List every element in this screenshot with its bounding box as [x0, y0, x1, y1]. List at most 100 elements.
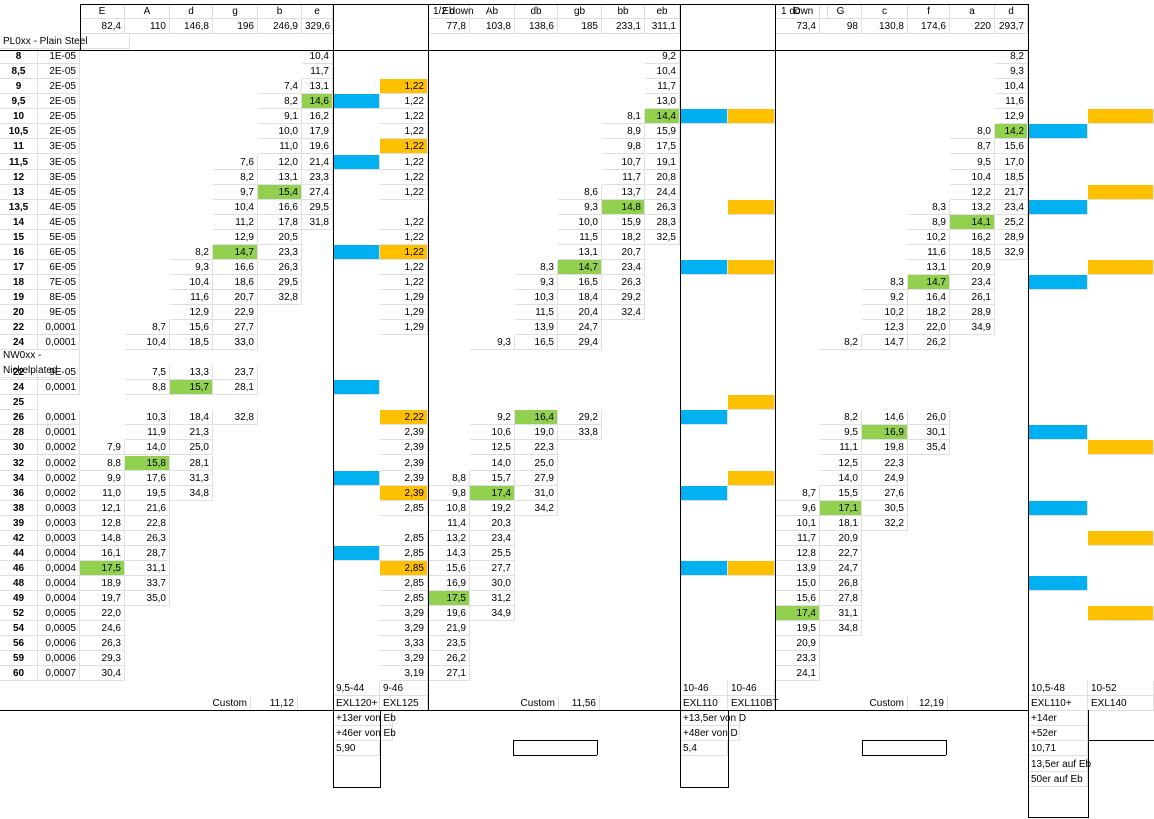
- cell-r39-c10[interactable]: 17,5: [428, 590, 470, 606]
- cell-r10-c22[interactable]: 9,5: [950, 154, 995, 170]
- cell-r36-c3[interactable]: 28,7: [125, 545, 170, 561]
- cell-r17-c16[interactable]: [680, 259, 728, 275]
- cell-r15-c6[interactable]: 20,5: [258, 229, 302, 245]
- cell-r30-c1[interactable]: 0,0002: [38, 455, 80, 471]
- cell-r28-c12[interactable]: 19,0: [515, 425, 558, 441]
- cell-r9-c22[interactable]: 8,7: [950, 139, 995, 155]
- cell-r5-c6[interactable]: 7,4: [258, 79, 302, 95]
- cell-r37-c18[interactable]: 13,9: [775, 560, 820, 576]
- cell-r23-c0[interactable]: NW0xx - Nickelplated: [0, 348, 80, 379]
- cell-r9-c23[interactable]: 15,6: [995, 139, 1028, 155]
- cell-r19-c14[interactable]: 29,2: [602, 289, 645, 305]
- cell-r18-c9[interactable]: 1,22: [380, 274, 428, 290]
- cell-r41-c19[interactable]: 34,8: [820, 621, 862, 637]
- cell-r43-c18[interactable]: 23,3: [775, 651, 820, 667]
- cell-r44-c9[interactable]: 3,19: [380, 666, 428, 682]
- cell-r17-c13[interactable]: 14,7: [558, 259, 602, 275]
- cell-r13-c17[interactable]: [728, 199, 775, 215]
- cell-r0-c2[interactable]: E: [80, 4, 125, 19]
- cell-r39-c18[interactable]: 15,6: [775, 590, 820, 606]
- cell-r12-c23[interactable]: 21,7: [995, 184, 1028, 200]
- cell-r16-c22[interactable]: 18,5: [950, 244, 995, 260]
- cell-r10-c7[interactable]: 21,4: [302, 154, 333, 170]
- cell-r7-c15[interactable]: 14,4: [645, 109, 680, 125]
- cell-r38-c1[interactable]: 0,0004: [38, 575, 80, 591]
- cell-r38-c11[interactable]: 30,0: [470, 575, 515, 591]
- cell-r20-c9[interactable]: 1,29: [380, 305, 428, 320]
- cell-r10-c0[interactable]: 11,5: [0, 154, 38, 170]
- cell-r27-c11[interactable]: 9,2: [470, 410, 515, 426]
- cell-r28-c20[interactable]: 16,9: [862, 425, 908, 441]
- cell-r31-c11[interactable]: 15,7: [470, 470, 515, 486]
- cell-r1-c19[interactable]: 98: [820, 19, 862, 35]
- cell-r39-c2[interactable]: 19,7: [80, 590, 125, 606]
- cell-r22-c4[interactable]: 18,5: [170, 335, 213, 351]
- cell-r33-c18[interactable]: 9,6: [775, 500, 820, 516]
- cell-r36-c10[interactable]: 14,3: [428, 545, 470, 561]
- cell-r12-c22[interactable]: 12,2: [950, 184, 995, 200]
- cell-r40-c25[interactable]: [1088, 606, 1154, 621]
- cell-r37-c2[interactable]: 17,5: [80, 560, 125, 576]
- cell-r20-c1[interactable]: 9E-05: [38, 305, 80, 320]
- cell-r36-c11[interactable]: 25,5: [470, 545, 515, 561]
- cell-r21-c4[interactable]: 15,6: [170, 320, 213, 336]
- cell-r3-c15[interactable]: 9,2: [645, 49, 680, 65]
- cell-r1-c2[interactable]: 82,4: [80, 19, 125, 35]
- cell-r24-c5[interactable]: 23,7: [213, 365, 258, 381]
- cell-r30-c19[interactable]: 12,5: [820, 455, 862, 471]
- cell-r36-c9[interactable]: 2,85: [380, 545, 428, 561]
- cell-r12-c15[interactable]: 24,4: [645, 184, 680, 200]
- cell-r1-c7[interactable]: 329,6: [302, 19, 333, 35]
- cell-r17-c6[interactable]: 26,3: [258, 259, 302, 275]
- cell-r15-c23[interactable]: 28,9: [995, 229, 1028, 245]
- cell-r37-c3[interactable]: 31,1: [125, 560, 170, 576]
- cell-r0-c7[interactable]: e: [302, 4, 333, 19]
- cell-r36-c0[interactable]: 44: [0, 545, 38, 561]
- cell-r7-c16[interactable]: [680, 109, 728, 125]
- cell-r1-c15[interactable]: 311,1: [645, 19, 680, 35]
- cell-r8-c24[interactable]: [1028, 124, 1088, 140]
- cell-r10-c14[interactable]: 10,7: [602, 154, 645, 170]
- cell-r32-c20[interactable]: 27,6: [862, 485, 908, 501]
- cell-r1-c18[interactable]: 73,4: [775, 19, 820, 35]
- cell-r32-c16[interactable]: [680, 485, 728, 501]
- cell-r5-c0[interactable]: 9: [0, 79, 38, 95]
- cell-r35-c2[interactable]: 14,8: [80, 530, 125, 546]
- cell-r47-c16[interactable]: +13,5er von D: [680, 711, 746, 727]
- cell-r32-c18[interactable]: 8,7: [775, 485, 820, 501]
- cell-r27-c16[interactable]: [680, 410, 728, 426]
- cell-r16-c0[interactable]: 16: [0, 244, 38, 260]
- cell-r1-c13[interactable]: 185: [558, 19, 602, 35]
- cell-r30-c20[interactable]: 22,3: [862, 455, 908, 471]
- cell-r7-c14[interactable]: 8,1: [602, 109, 645, 125]
- cell-r5-c9[interactable]: 1,22: [380, 79, 428, 95]
- cell-r6-c1[interactable]: 2E-05: [38, 94, 80, 110]
- cell-r39-c1[interactable]: 0,0004: [38, 590, 80, 606]
- cell-r27-c12[interactable]: 16,4: [515, 410, 558, 426]
- cell-r49-c24[interactable]: 10,71: [1028, 741, 1088, 757]
- cell-r10-c6[interactable]: 12,0: [258, 154, 302, 170]
- cell-r29-c1[interactable]: 0,0002: [38, 440, 80, 456]
- cell-r1-c12[interactable]: 138,6: [515, 19, 558, 35]
- cell-r49-c8[interactable]: 5,90: [333, 741, 380, 757]
- cell-r13-c15[interactable]: 26,3: [645, 199, 680, 215]
- cell-r15-c9[interactable]: 1,22: [380, 229, 428, 245]
- cell-r0-c22[interactable]: a: [950, 4, 995, 19]
- cell-r26-c0[interactable]: 25: [0, 395, 38, 411]
- cell-r25-c4[interactable]: 15,7: [170, 380, 213, 396]
- cell-r30-c11[interactable]: 14,0: [470, 455, 515, 471]
- cell-r18-c0[interactable]: 18: [0, 274, 38, 290]
- cell-r42-c10[interactable]: 23,5: [428, 636, 470, 652]
- cell-r37-c16[interactable]: [680, 560, 728, 576]
- cell-r38-c18[interactable]: 15,0: [775, 575, 820, 591]
- cell-r14-c0[interactable]: 14: [0, 214, 38, 230]
- cell-r46-c24[interactable]: EXL110+: [1028, 696, 1088, 712]
- cell-r21-c0[interactable]: 22: [0, 320, 38, 336]
- cell-r39-c19[interactable]: 27,8: [820, 590, 862, 606]
- cell-r11-c6[interactable]: 13,1: [258, 169, 302, 185]
- cell-r37-c9[interactable]: 2,85: [380, 560, 428, 576]
- cell-r11-c7[interactable]: 23,3: [302, 169, 333, 185]
- cell-r28-c11[interactable]: 10,6: [470, 425, 515, 441]
- cell-r27-c0[interactable]: 26: [0, 410, 38, 426]
- cell-r0-c13[interactable]: gb: [558, 4, 602, 19]
